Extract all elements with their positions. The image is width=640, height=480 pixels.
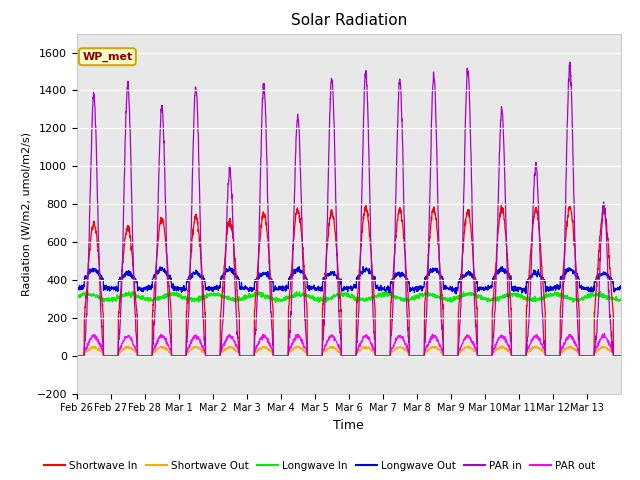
PAR in [543,353,551,359]
Longwave Out [452,291,460,297]
Shortwave Out [617,353,625,359]
Line: PAR out: PAR out [77,333,621,356]
Longwave Out [381,289,389,295]
Line: Shortwave In: Shortwave In [77,204,621,356]
Shortwave In [244,353,252,359]
PAR out [381,353,389,359]
PAR out [127,337,135,343]
Longwave Out [73,284,81,290]
Longwave In [544,292,552,298]
Longwave In [245,295,253,300]
PAR out [73,353,81,359]
Longwave In [127,293,135,299]
Longwave In [381,290,389,296]
Longwave Out [513,284,521,290]
PAR in [513,353,520,359]
Y-axis label: Radiation (W/m2, umol/m2/s): Radiation (W/m2, umol/m2/s) [21,132,31,296]
PAR out [601,330,609,336]
Longwave Out [617,283,625,288]
Longwave Out [544,286,552,291]
PAR in [566,60,574,65]
Shortwave In [609,310,617,316]
Longwave In [617,298,625,303]
PAR in [381,353,389,359]
Longwave Out [127,272,135,277]
Longwave In [506,288,514,294]
PAR out [609,347,617,353]
Shortwave Out [609,350,617,356]
Line: Longwave In: Longwave In [77,291,621,303]
Shortwave In [543,353,551,359]
Longwave In [73,295,81,301]
Title: Solar Radiation: Solar Radiation [291,13,407,28]
Shortwave Out [499,343,506,349]
Longwave Out [244,286,252,292]
Shortwave Out [244,353,252,359]
X-axis label: Time: Time [333,419,364,432]
Longwave In [610,297,618,302]
PAR out [617,353,625,359]
Shortwave In [127,247,135,253]
Shortwave Out [513,353,520,359]
Shortwave Out [543,353,551,359]
Shortwave In [617,353,625,359]
Line: Shortwave Out: Shortwave Out [77,346,621,356]
Longwave Out [295,264,303,270]
Shortwave In [362,201,370,207]
Line: PAR in: PAR in [77,62,621,356]
PAR in [609,347,617,352]
Shortwave Out [381,353,389,359]
PAR in [73,353,81,359]
Line: Longwave Out: Longwave Out [77,267,621,294]
Shortwave In [381,353,389,359]
PAR in [617,353,625,359]
PAR out [244,353,252,359]
Longwave In [513,294,521,300]
Longwave In [184,300,192,306]
Legend: Shortwave In, Shortwave Out, Longwave In, Longwave Out, PAR in, PAR out: Shortwave In, Shortwave Out, Longwave In… [40,456,600,475]
Text: WP_met: WP_met [82,51,132,62]
PAR in [127,175,135,181]
PAR out [543,353,551,359]
Shortwave In [73,353,81,359]
Shortwave In [513,353,520,359]
PAR in [244,353,252,359]
PAR out [513,353,520,359]
Shortwave Out [127,345,135,351]
Longwave Out [610,287,618,292]
Shortwave Out [73,353,81,359]
